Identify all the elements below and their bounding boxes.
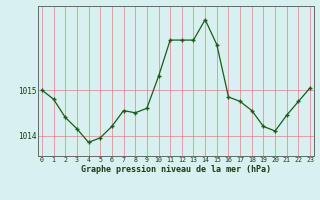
X-axis label: Graphe pression niveau de la mer (hPa): Graphe pression niveau de la mer (hPa) <box>81 165 271 174</box>
